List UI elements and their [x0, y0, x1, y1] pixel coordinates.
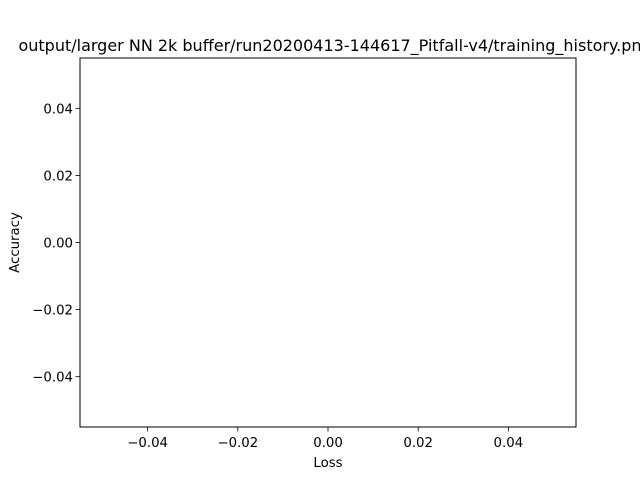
- x-tick-label: −0.04: [127, 436, 168, 451]
- x-tick-label: 0.00: [313, 436, 343, 451]
- y-tick-label: 0.00: [43, 237, 73, 252]
- chart-title: output/larger NN 2k buffer/run20200413-1…: [18, 36, 640, 56]
- y-tick-label: 0.02: [43, 169, 73, 184]
- y-ticks: −0.04 −0.02 0.00 0.02 0.04: [32, 102, 80, 386]
- y-tick-label: 0.04: [43, 102, 73, 117]
- x-tick-label: −0.02: [217, 436, 258, 451]
- y-tick-label: −0.04: [32, 371, 73, 386]
- y-tick-label: −0.02: [32, 304, 73, 319]
- x-axis-label: Loss: [313, 456, 342, 471]
- y-axis-label: Accuracy: [8, 212, 23, 273]
- plot-area: [79, 57, 577, 428]
- x-ticks: −0.04 −0.02 0.00 0.02 0.04: [127, 427, 523, 451]
- x-tick-label: 0.02: [403, 436, 433, 451]
- x-tick-label: 0.04: [494, 436, 524, 451]
